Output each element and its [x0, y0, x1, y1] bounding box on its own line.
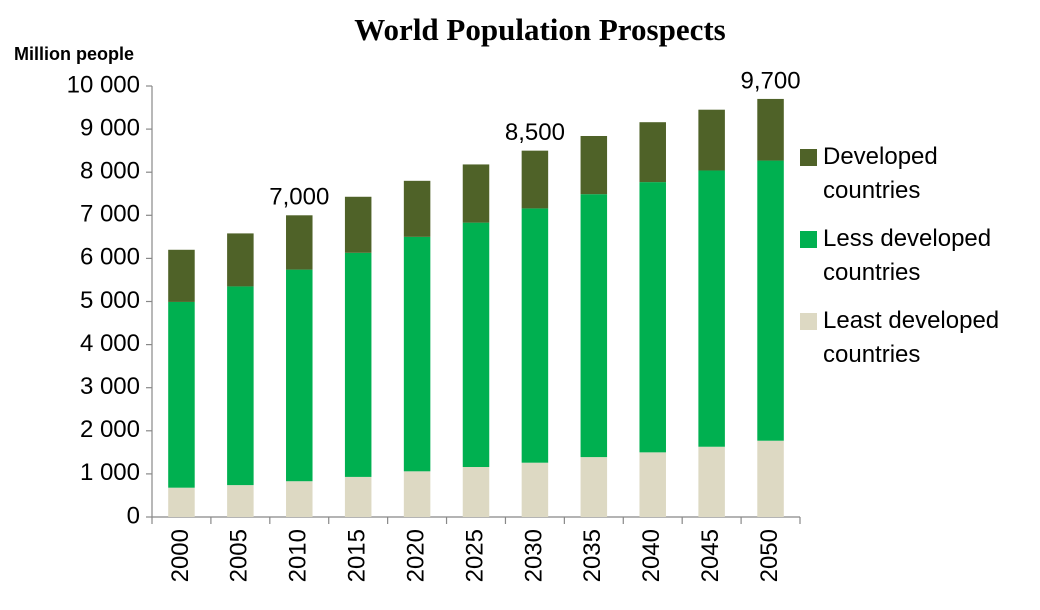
x-tick-label: 2025 [461, 529, 488, 582]
legend-item: Less developed countries [800, 222, 1040, 290]
bar-segment [168, 249, 195, 302]
bar-segment [580, 457, 608, 517]
y-tick-label: 3 000 [80, 373, 140, 400]
bar-segment [639, 182, 666, 453]
bar-segment [227, 485, 254, 517]
y-tick-label: 10 000 [67, 71, 140, 98]
bar-segment [286, 269, 313, 482]
annotation: 7,000 [269, 184, 329, 211]
bar-segment [168, 301, 195, 488]
legend-swatch [800, 149, 817, 166]
x-tick-label: 2020 [402, 529, 429, 582]
bar-segment [286, 215, 313, 270]
legend-swatch [800, 313, 817, 330]
bar-segment [639, 122, 666, 183]
bar-segment [521, 150, 549, 209]
legend: Developed countries Less developed countr… [800, 140, 1040, 386]
chart-title: World Population Prospects [354, 12, 725, 47]
bar-segment [698, 170, 725, 447]
y-tick-label: 2 000 [80, 416, 140, 443]
x-tick-label: 2005 [226, 529, 253, 582]
y-tick-label: 1 000 [80, 459, 140, 486]
legend-item: Least developed countries [800, 304, 1040, 372]
x-tick-label: 2035 [579, 529, 606, 582]
bar-segment [757, 160, 784, 441]
annotation: 8,500 [505, 119, 565, 146]
bar-segment [227, 286, 254, 486]
bar-segment [403, 180, 431, 237]
annotation: 9,700 [741, 67, 801, 94]
x-tick-label: 2015 [344, 529, 371, 582]
bar-segment [521, 208, 549, 463]
legend-item: Developed countries [800, 140, 1040, 208]
x-tick-label: 2045 [697, 529, 724, 582]
y-tick-label: 8 000 [80, 158, 140, 185]
bar-segment [521, 462, 549, 517]
y-tick-label: 9 000 [80, 114, 140, 141]
legend-label: Less developed countries [823, 225, 992, 286]
bar-segment [698, 446, 725, 517]
x-tick-label: 2040 [638, 529, 665, 582]
bar-segment [344, 196, 372, 253]
legend-swatch [800, 231, 817, 248]
bar-segment [462, 222, 490, 468]
bar-segment [580, 135, 608, 195]
bar-segment [344, 476, 372, 517]
legend-label: Least developed countries [823, 307, 1000, 368]
bar-segment [462, 467, 490, 517]
y-tick-label: 5 000 [80, 287, 140, 314]
bar-segment [462, 164, 490, 223]
y-tick-label: 7 000 [80, 201, 140, 228]
y-tick-label: 0 [127, 502, 140, 529]
legend-label: Developed countries [823, 143, 938, 204]
bar-segment [757, 98, 784, 161]
x-tick-label: 2030 [520, 529, 547, 582]
y-tick-label: 6 000 [80, 244, 140, 271]
bar-segment [403, 236, 431, 472]
x-tick-label: 2000 [167, 529, 194, 582]
bar-segment [639, 452, 666, 517]
bar-segment [757, 440, 784, 517]
bar-segment [580, 194, 608, 458]
bar-segment [227, 233, 254, 287]
bar-segment [698, 109, 725, 171]
bar-segment [286, 481, 313, 517]
bar-segment [344, 252, 372, 477]
y-tick-label: 4 000 [80, 330, 140, 357]
x-tick-label: 2050 [756, 529, 783, 582]
y-axis-label: Million people [14, 44, 134, 64]
bar-segment [168, 487, 195, 517]
x-tick-label: 2010 [285, 529, 312, 582]
bar-segment [403, 471, 431, 517]
